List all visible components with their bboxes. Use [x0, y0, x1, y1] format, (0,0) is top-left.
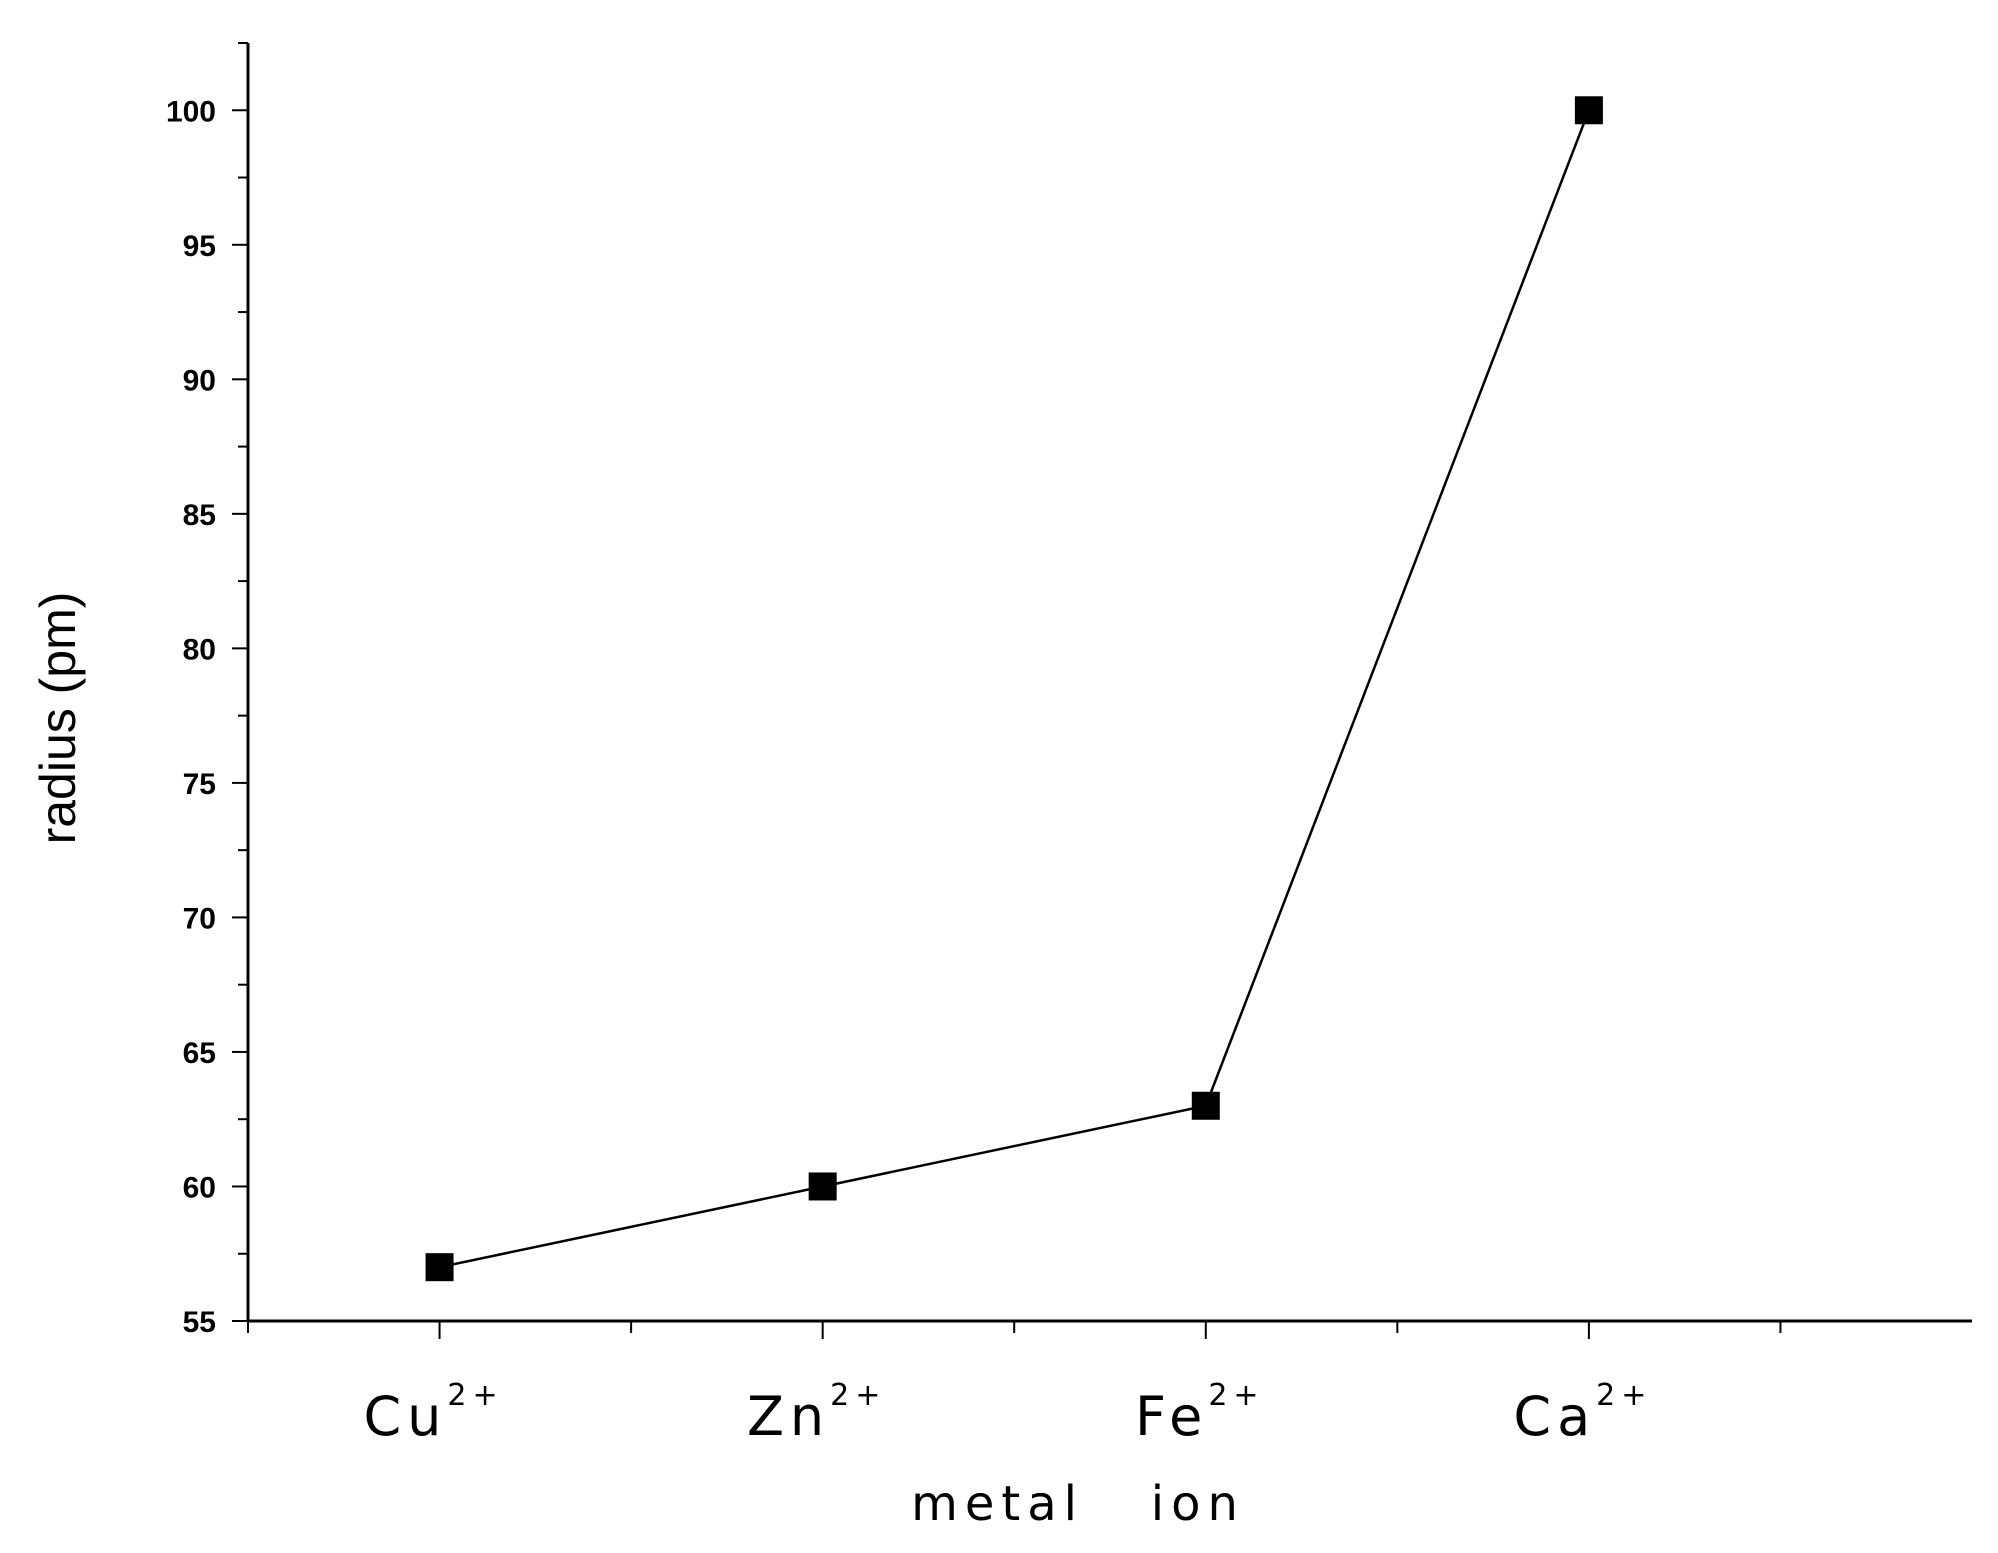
data-point-marker [1574, 96, 1603, 125]
x-tick-label-superscript: 2+ [447, 1378, 503, 1413]
x-tick-label-superscript: 2+ [830, 1378, 886, 1413]
y-tick-label: 65 [183, 1037, 216, 1070]
y-tick-label: 75 [183, 768, 216, 801]
series-group [425, 96, 1603, 1282]
x-tick-label-base: Ca [1513, 1385, 1596, 1448]
data-point-marker [808, 1172, 837, 1201]
data-point-marker [425, 1253, 454, 1282]
x-tick-label-superscript: 2+ [1208, 1378, 1264, 1413]
x-axis-ticks: Cu2+ Zn2+ Fe2+ Ca2+ [247, 1321, 1782, 1448]
y-tick-label: 90 [183, 364, 216, 397]
y-tick-label: 100 [166, 95, 216, 128]
y-tick-label: 80 [183, 633, 216, 666]
data-point-marker [1191, 1091, 1220, 1120]
y-axis-ticks: 55 60 65 70 75 80 85 90 95 100 [166, 42, 248, 1339]
x-tick-label: Zn2+ [747, 1378, 886, 1448]
x-tick-label: Fe2+ [1135, 1378, 1265, 1448]
y-axis-title: radius (pm) [30, 592, 86, 845]
y-tick-label: 95 [183, 230, 216, 263]
x-tick-label-base: Fe [1135, 1385, 1208, 1448]
y-tick-label: 85 [183, 499, 216, 532]
y-tick-label: 60 [183, 1171, 216, 1204]
series-line [439, 109, 1591, 1269]
x-tick-label-superscript: 2+ [1596, 1378, 1652, 1413]
x-tick-label-base: Cu [363, 1385, 447, 1448]
x-tick-label-base: Zn [747, 1385, 830, 1448]
x-tick-label: Ca2+ [1513, 1378, 1652, 1448]
x-tick-label: Cu2+ [363, 1378, 503, 1448]
y-tick-label: 70 [183, 902, 216, 935]
y-tick-label: 55 [183, 1306, 216, 1339]
x-axis-title: metal ion [911, 1476, 1245, 1532]
axes [246, 43, 1972, 1323]
